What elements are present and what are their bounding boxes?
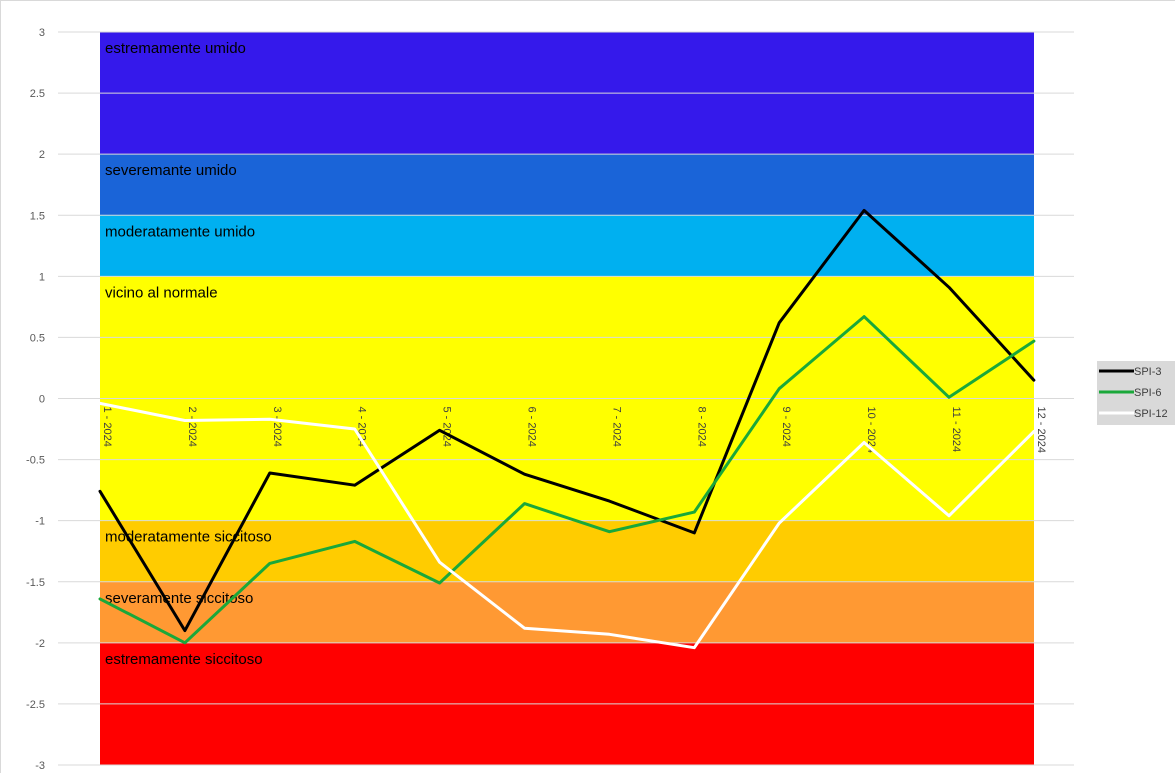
y-axis: 3 2.5 2 1.5 1 0.5 0 -0.5 -1 -1.5 -2 -2.5 -3 xyxy=(26,27,45,772)
series-line-spi-6 xyxy=(98,315,1036,645)
band-label: estremamente siccitoso xyxy=(105,651,263,668)
classification-bands xyxy=(100,32,1034,765)
y-tick-label: -2 xyxy=(35,638,45,650)
band-1 xyxy=(100,154,1034,216)
band-label: moderatamente siccitoso xyxy=(105,529,272,546)
y-tick-label: 2.5 xyxy=(30,88,45,100)
series-line-spi-3 xyxy=(98,208,1036,633)
series-lines xyxy=(98,208,1036,650)
legend-label: SPI-3 xyxy=(1134,366,1162,378)
x-tick-label: 7 - 2024 xyxy=(610,407,622,447)
y-tick-label: 0.5 xyxy=(30,332,45,344)
gridlines xyxy=(58,31,1074,766)
series-line-spi-12 xyxy=(98,401,1036,650)
band-4 xyxy=(100,520,1034,582)
x-tick-label: 5 - 2024 xyxy=(441,407,453,447)
x-tick-label: 11 - 2024 xyxy=(950,407,962,453)
y-tick-label: 1 xyxy=(39,271,45,283)
x-tick-label: 6 - 2024 xyxy=(526,407,538,447)
band-2 xyxy=(100,215,1034,277)
y-tick-label: -1 xyxy=(35,516,45,528)
y-tick-label: 3 xyxy=(39,27,45,39)
y-tick-label: -1.5 xyxy=(26,577,45,589)
x-tick-label: 9 - 2024 xyxy=(780,407,792,447)
x-tick-label: 12 - 2024 xyxy=(1035,407,1047,453)
y-tick-label: 0 xyxy=(39,394,45,406)
legend: SPI-3 SPI-6 SPI-12 xyxy=(1097,361,1175,425)
band-label: vicino al normale xyxy=(105,284,218,301)
x-tick-label: 3 - 2024 xyxy=(271,407,283,447)
x-axis: 1 - 2024 2 - 2024 3 - 2024 4 - 2024 5 - 2024… xyxy=(101,407,1047,453)
x-tick-label: 1 - 2024 xyxy=(101,407,113,447)
y-tick-label: 1.5 xyxy=(30,210,45,222)
y-tick-label: -2.5 xyxy=(26,699,45,711)
legend-label: SPI-12 xyxy=(1134,408,1168,420)
band-label: severamente siccitoso xyxy=(105,590,253,607)
band-label: estremamente umido xyxy=(105,40,246,57)
y-tick-label: -3 xyxy=(35,760,45,772)
x-tick-label: 2 - 2024 xyxy=(186,407,198,447)
band-label: moderatamente umido xyxy=(105,223,255,240)
x-tick-label: 8 - 2024 xyxy=(695,407,707,447)
y-tick-label: -0.5 xyxy=(26,455,45,467)
legend-label: SPI-6 xyxy=(1134,387,1162,399)
band-label: severemante umido xyxy=(105,162,237,179)
band-labels: estremamente umido severemante umido moder… xyxy=(105,40,272,668)
y-tick-label: 2 xyxy=(39,149,45,161)
x-tick-label: 10 - 2024 xyxy=(865,407,877,453)
